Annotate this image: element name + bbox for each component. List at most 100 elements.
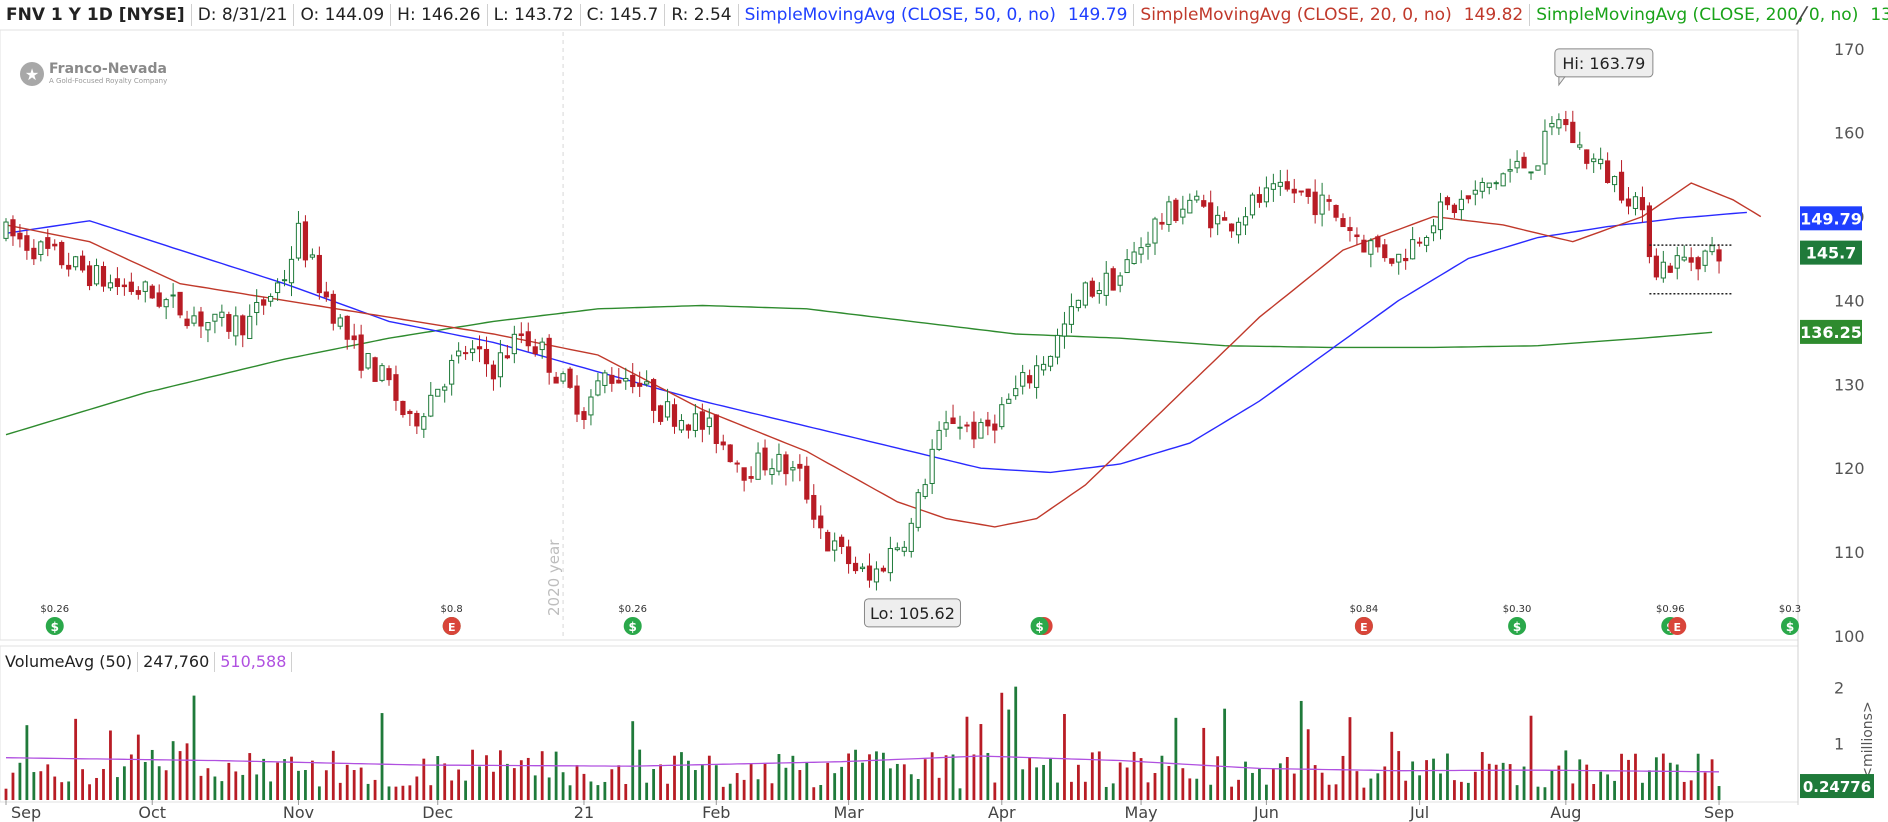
volume-avg-value: 510,588 (215, 652, 293, 672)
candle-down (344, 315, 350, 340)
candle-down (671, 404, 678, 427)
candle-up (1103, 272, 1109, 296)
volume-bar (861, 762, 864, 800)
candle-down (149, 285, 155, 299)
sma20-label[interactable]: SimpleMovingAvg (CLOSE, 20, 0, no) (1140, 5, 1452, 25)
volume-bar (81, 769, 84, 800)
candle-up (254, 301, 260, 314)
candle-down (393, 374, 399, 401)
volume-bar (1000, 692, 1004, 800)
volume-bar (95, 777, 98, 800)
candle-up (1131, 251, 1137, 265)
x-tick-label: Nov (283, 803, 314, 822)
lo-label-box (863, 598, 961, 628)
dollar-icon: $ (1786, 620, 1794, 634)
candle-down (762, 447, 768, 471)
candle-up (1479, 182, 1485, 192)
candle-down (1340, 218, 1346, 228)
candle-down (992, 423, 998, 431)
volume-bar (1334, 784, 1338, 800)
candle-up (978, 422, 984, 439)
candle-up (1674, 255, 1680, 269)
candle-down (184, 318, 190, 327)
volume-bar (324, 770, 328, 800)
candle-down (414, 412, 420, 427)
price-tick-label: 130 (1834, 375, 1865, 394)
candle-down (852, 562, 859, 572)
dividend-label: $0.26 (40, 604, 69, 615)
volume-bar (331, 750, 335, 800)
volume-bar (143, 761, 147, 800)
volume-bar (617, 765, 621, 800)
volume-bar (1466, 782, 1470, 800)
candle-up (915, 492, 921, 528)
candle-down (866, 565, 873, 581)
candle-down (52, 243, 58, 247)
sma50-line (5, 211, 1747, 474)
volume-bar (840, 766, 844, 800)
candle-up (908, 522, 914, 552)
candle-down (198, 311, 204, 327)
x-tick-label: Aug (1550, 803, 1581, 822)
volume-bar (471, 749, 474, 800)
candle-down (330, 293, 336, 324)
candle-up (1410, 239, 1416, 260)
sma200-value: 136.25 (1864, 4, 1888, 26)
volume-bar (283, 759, 286, 800)
volume-bar (1355, 771, 1359, 800)
candle-up (644, 381, 650, 385)
volume-bar (1313, 765, 1317, 800)
candle-up (1006, 398, 1012, 404)
volume-bar (714, 765, 718, 800)
dividend-label: $0.3 (1779, 604, 1801, 615)
dividend-label: $0.96 (1656, 604, 1685, 615)
candle-up (1556, 119, 1562, 129)
volume-bar (680, 752, 683, 800)
volume-bar (1703, 772, 1707, 800)
volume-bar (1446, 753, 1449, 800)
volume-bar (345, 764, 349, 800)
candle-down (616, 379, 622, 384)
candle-down (1653, 255, 1659, 278)
candle-up (692, 413, 698, 431)
high-label: H: 146.26 (391, 4, 488, 26)
volume-bar (1411, 761, 1415, 800)
volume-bar (46, 764, 50, 800)
candle-down (741, 467, 747, 481)
volume-bar (805, 762, 809, 800)
candle-up (706, 417, 712, 428)
x-tick-label: Dec (422, 803, 453, 822)
volume-bar (1320, 772, 1324, 800)
volume-bar (492, 771, 495, 800)
candle-up (247, 315, 253, 340)
candle-down (880, 567, 887, 572)
volume-bar (784, 767, 788, 800)
sma50-label[interactable]: SimpleMovingAvg (CLOSE, 50, 0, no) (744, 5, 1056, 25)
candle-down (525, 331, 531, 347)
sma200-label[interactable]: SimpleMovingAvg (CLOSE, 200, 0, no) (1536, 5, 1859, 25)
volume-bar (1682, 781, 1686, 800)
dividend-label: $0.84 (1350, 604, 1379, 615)
volume-bar (150, 749, 154, 800)
earnings-icon (442, 617, 461, 635)
candle-up (268, 295, 274, 302)
volume-bar (742, 779, 746, 800)
candle-up (449, 359, 455, 385)
dollar-icon: $ (51, 620, 59, 634)
candle-down (1465, 195, 1471, 200)
candle-up (1194, 195, 1200, 201)
volume-bar (304, 770, 307, 800)
drawing-tool-icon[interactable]: ⁄ (1800, 2, 1805, 30)
symbol-label[interactable]: FNV 1 Y 1D [NYSE] (0, 4, 192, 26)
candle-down (1646, 205, 1653, 258)
volume-bar (1035, 767, 1039, 800)
volume-study-label[interactable]: VolumeAvg (50) (0, 652, 139, 672)
candle-down (727, 444, 733, 463)
open-label: O: 144.09 (294, 4, 392, 26)
candle-down (1521, 156, 1527, 169)
candle-down (1312, 191, 1318, 216)
volume-bar (1139, 758, 1143, 800)
date-label: D: 8/31/21 (192, 4, 295, 26)
volume-bar (262, 758, 266, 800)
